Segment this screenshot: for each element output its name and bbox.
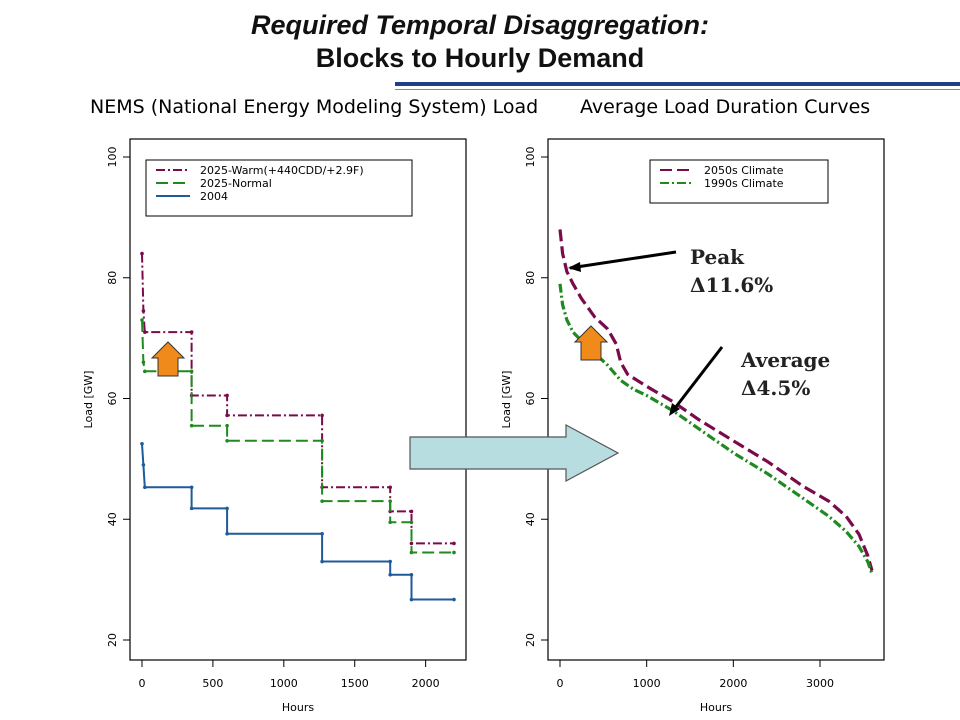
series-point [452,550,456,555]
legend-box [145,159,413,217]
average-label: Average [741,348,831,372]
series-point [189,485,194,490]
y-axis-title: Load [GW] [82,371,95,429]
series-point [140,441,144,446]
peak-value: Δ11.6% [690,273,774,297]
y-tick-label: 40 [106,512,119,526]
y-tick-label: 60 [106,392,119,406]
series-point [225,531,229,536]
legend-label: 1990s Climate [704,177,784,190]
y-tick-label: 100 [524,147,537,168]
average-annotation: Average Δ4.5% [741,346,830,402]
series-point [225,413,229,418]
peak-pointer-head [568,262,581,272]
y-tick-label: 80 [524,271,537,285]
x-tick-label: 1000 [633,677,661,690]
average-value: Δ4.5% [741,376,811,400]
increase-arrow-icon [150,341,186,377]
slide-title-line2: Blocks to Hourly Demand [315,43,645,73]
series-point [141,309,146,313]
chart-title: NEMS (National Energy Modeling System) L… [90,96,538,118]
series-point [409,550,414,555]
series-point [452,541,456,546]
x-tick-label: 2000 [412,677,440,690]
series-point [320,499,324,503]
series-point [143,330,147,334]
chart-title: Average Load Duration Curves [580,96,870,118]
transition-arrow-icon [409,423,620,483]
x-tick-label: 500 [202,677,223,690]
slide-title-line1: Required Temporal Disaggregation: [250,10,710,40]
series-point [409,541,414,546]
x-tick-label: 2000 [719,677,747,690]
x-tick-label: 0 [139,677,146,690]
title-underline-thin [395,89,960,90]
series-point [409,572,414,577]
series-point [388,499,392,503]
series-point [140,318,144,322]
legend-label: 2050s Climate [704,164,784,177]
series-point [320,559,324,564]
series-point [189,506,194,511]
legend-label: 2025-Normal [200,177,272,190]
legend-label: 2004 [200,190,228,203]
plot-frame [129,138,467,661]
y-tick-label: 20 [524,633,537,647]
series-point [189,330,194,334]
series-point [225,438,229,443]
series-point [388,572,392,577]
series-line [558,283,874,575]
series-line [558,229,874,572]
legend-box [649,159,829,204]
slide-title: Required Temporal Disaggregation: Blocks… [0,8,960,74]
series-point [189,369,194,374]
increase-arrow-icon [573,325,609,361]
series-point [388,559,392,564]
series-point [320,438,324,443]
title-underline [395,82,960,86]
peak-pointer-line [569,250,677,270]
peak-label: Peak [690,245,745,269]
series-point [143,369,147,374]
y-tick-label: 20 [106,633,119,647]
x-tick-label: 1500 [341,677,369,690]
series-point [189,423,194,428]
y-tick-label: 60 [524,392,537,406]
x-tick-label: 3000 [806,677,834,690]
series-line [141,443,454,601]
plot-frame [547,138,885,661]
series-point [141,360,146,365]
series-point [141,463,146,467]
legend-label: 2025-Warm(+440CDD/+2.9F) [200,164,364,177]
peak-annotation: Peak Δ11.6% [690,243,773,299]
y-axis-title: Load [GW] [500,371,513,429]
average-pointer-line [670,346,724,413]
series-point [409,597,414,602]
x-axis-title: Hours [282,701,314,714]
series-line [141,253,454,545]
series-point [320,413,324,418]
average-pointer-head [669,403,680,416]
series-point [452,597,456,602]
series-point [320,531,324,536]
y-tick-label: 40 [524,512,537,526]
series-point [143,485,147,490]
x-axis-title: Hours [700,701,732,714]
series-line [141,319,454,554]
series-point [225,393,229,398]
x-tick-label: 1000 [270,677,298,690]
series-point [388,520,392,525]
series-point [225,423,229,428]
series-point [225,506,229,511]
series-point [409,520,414,525]
series-point [140,251,144,256]
series-point [409,509,414,514]
series-point [388,485,392,490]
x-tick-label: 0 [557,677,564,690]
y-tick-label: 100 [106,147,119,168]
y-tick-label: 80 [106,271,119,285]
